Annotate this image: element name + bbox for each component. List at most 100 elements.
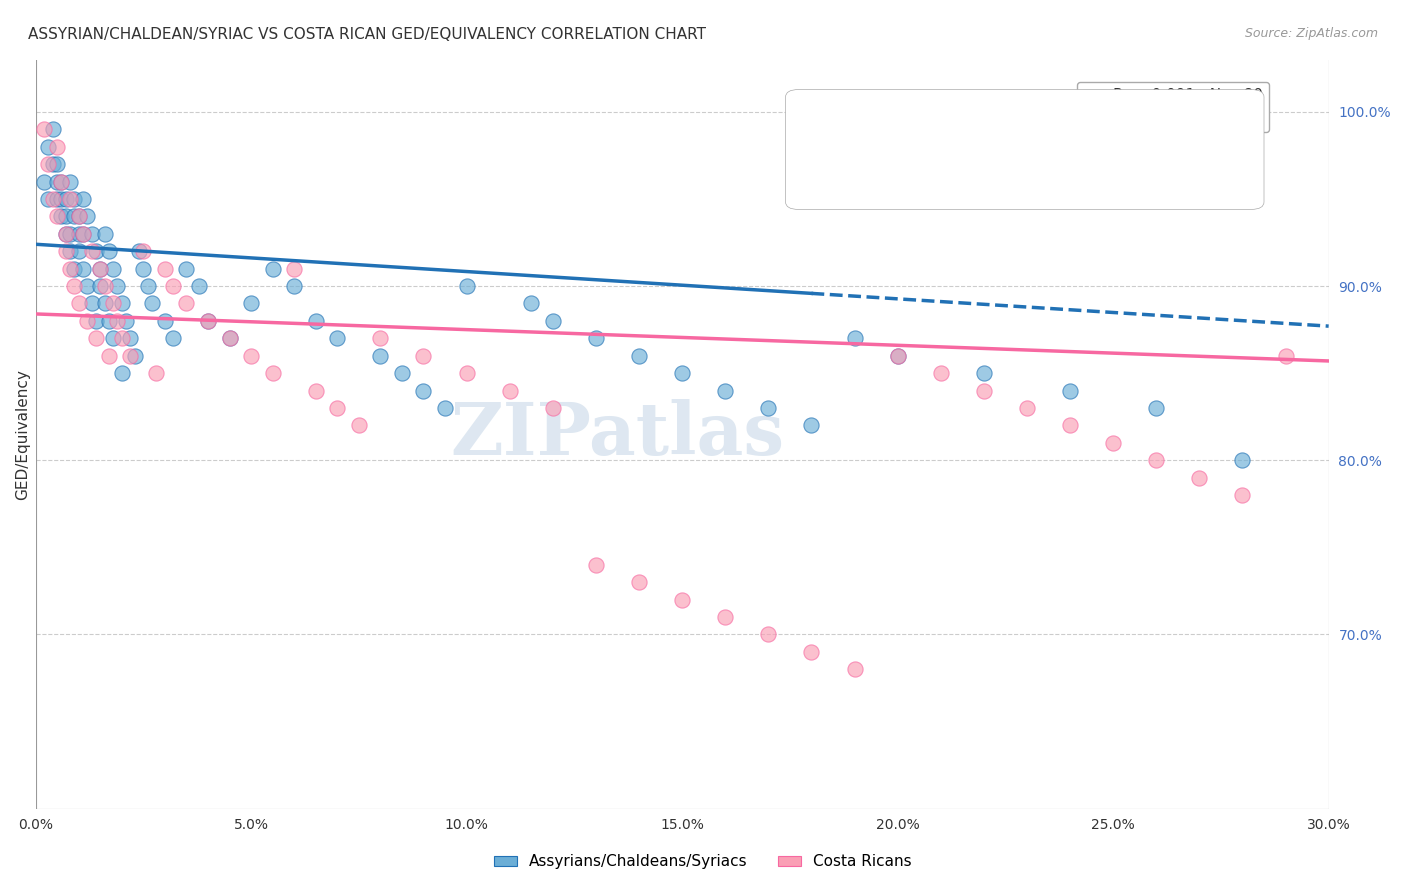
Point: [153, 261, 176, 276]
Point: [107, 279, 129, 293]
Point: [59, 244, 82, 259]
Point: [240, 296, 263, 310]
Point: [585, 558, 607, 572]
Point: [97, 349, 120, 363]
Point: [76, 210, 98, 224]
Point: [188, 279, 211, 293]
Point: [84, 244, 107, 259]
Point: [176, 261, 198, 276]
Point: [93, 227, 115, 241]
Point: [714, 610, 737, 624]
Point: [107, 314, 129, 328]
Point: [714, 384, 737, 398]
Point: [240, 349, 263, 363]
Point: [67, 296, 90, 310]
Point: [42, 122, 65, 136]
Point: [541, 401, 564, 415]
Point: [1188, 471, 1211, 485]
Point: [1144, 453, 1167, 467]
Point: [101, 331, 124, 345]
Point: [1144, 401, 1167, 415]
Point: [97, 244, 120, 259]
Point: [97, 314, 120, 328]
Point: [456, 366, 478, 380]
Point: [80, 296, 103, 310]
Point: [456, 279, 478, 293]
Point: [800, 645, 823, 659]
Point: [305, 384, 328, 398]
Point: [671, 592, 693, 607]
Point: [585, 331, 607, 345]
Text: Source: ZipAtlas.com: Source: ZipAtlas.com: [1244, 27, 1378, 40]
Point: [46, 210, 69, 224]
Point: [162, 331, 184, 345]
Point: [59, 261, 82, 276]
Point: [111, 331, 134, 345]
Point: [55, 210, 77, 224]
Point: [55, 227, 77, 241]
Point: [63, 279, 86, 293]
Point: [55, 192, 77, 206]
Point: [59, 192, 82, 206]
Point: [973, 366, 995, 380]
Point: [51, 175, 73, 189]
Point: [347, 418, 370, 433]
Point: [84, 314, 107, 328]
Point: [283, 261, 305, 276]
Point: [46, 139, 69, 153]
Point: [51, 210, 73, 224]
Point: [120, 349, 142, 363]
Point: [67, 210, 90, 224]
Point: [84, 331, 107, 345]
Point: [499, 384, 522, 398]
Point: [46, 157, 69, 171]
Point: [72, 261, 94, 276]
Point: [370, 331, 392, 345]
Point: [46, 192, 69, 206]
Point: [37, 192, 59, 206]
Point: [412, 349, 434, 363]
Point: [32, 122, 55, 136]
Point: [844, 662, 866, 676]
FancyBboxPatch shape: [786, 89, 1264, 210]
Point: [32, 175, 55, 189]
Point: [55, 227, 77, 241]
Point: [115, 314, 138, 328]
Legend: R = -0.091   N = 80, R = -0.026   N = 59: R = -0.091 N = 80, R = -0.026 N = 59: [1077, 82, 1270, 132]
Point: [197, 314, 219, 328]
Point: [262, 366, 284, 380]
Point: [46, 175, 69, 189]
Point: [76, 314, 98, 328]
Point: [76, 279, 98, 293]
Point: [305, 314, 328, 328]
Point: [37, 139, 59, 153]
Point: [145, 366, 167, 380]
Point: [72, 227, 94, 241]
Point: [370, 349, 392, 363]
Point: [800, 418, 823, 433]
Text: ZIPatlas: ZIPatlas: [450, 399, 785, 470]
Point: [844, 331, 866, 345]
Point: [283, 279, 305, 293]
Point: [1015, 401, 1038, 415]
Point: [391, 366, 413, 380]
Point: [101, 261, 124, 276]
Point: [756, 401, 779, 415]
Point: [51, 192, 73, 206]
Point: [929, 366, 952, 380]
Point: [132, 261, 155, 276]
Point: [434, 401, 457, 415]
Point: [197, 314, 219, 328]
Point: [1059, 418, 1081, 433]
Point: [218, 331, 240, 345]
Point: [89, 279, 111, 293]
Point: [262, 261, 284, 276]
Point: [1232, 453, 1254, 467]
Point: [63, 261, 86, 276]
Point: [67, 227, 90, 241]
Point: [72, 227, 94, 241]
Point: [80, 227, 103, 241]
Point: [412, 384, 434, 398]
Point: [72, 192, 94, 206]
Legend: Assyrians/Chaldeans/Syriacs, Costa Ricans: Assyrians/Chaldeans/Syriacs, Costa Rican…: [488, 848, 918, 875]
